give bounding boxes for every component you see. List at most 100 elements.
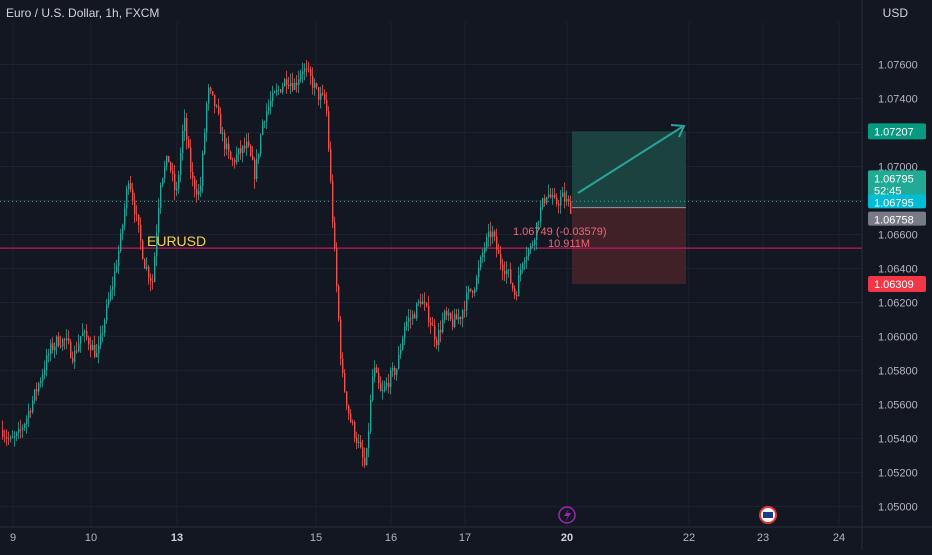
candle bbox=[534, 240, 536, 245]
x-tick-label: 16 bbox=[385, 532, 397, 544]
candle bbox=[258, 153, 260, 159]
candle bbox=[194, 178, 196, 190]
candle bbox=[318, 87, 320, 100]
candle bbox=[308, 69, 310, 70]
candle bbox=[434, 325, 436, 340]
candle bbox=[192, 171, 194, 179]
candle bbox=[296, 82, 298, 85]
x-tick-label: 22 bbox=[683, 532, 695, 544]
candle bbox=[506, 269, 508, 275]
candle bbox=[216, 105, 218, 107]
lightning-bolt bbox=[564, 509, 571, 522]
candle bbox=[100, 333, 102, 345]
profit-zone[interactable] bbox=[572, 131, 686, 208]
candle bbox=[268, 106, 270, 112]
candle bbox=[468, 288, 470, 293]
candle bbox=[226, 143, 228, 150]
candle bbox=[204, 132, 206, 154]
loss-zone[interactable] bbox=[572, 207, 686, 285]
candle bbox=[422, 301, 424, 305]
candle bbox=[302, 71, 304, 75]
candle bbox=[540, 207, 542, 222]
candle bbox=[256, 158, 258, 180]
candle bbox=[134, 200, 136, 215]
x-tick-label: 15 bbox=[310, 532, 322, 544]
candle bbox=[76, 350, 78, 352]
candle bbox=[554, 194, 556, 198]
candle bbox=[184, 117, 186, 131]
candle bbox=[470, 288, 472, 291]
candle bbox=[224, 132, 226, 150]
candle bbox=[474, 289, 476, 293]
candle bbox=[152, 281, 154, 282]
symbol-title[interactable]: Euro / U.S. Dollar, 1h, FXCM bbox=[6, 6, 160, 20]
candle bbox=[292, 82, 294, 90]
x-tick-label: 10 bbox=[85, 532, 97, 544]
candle bbox=[424, 301, 426, 304]
candle bbox=[378, 372, 380, 384]
candle bbox=[110, 289, 112, 300]
candle bbox=[332, 180, 334, 223]
candle bbox=[400, 349, 402, 355]
candle bbox=[498, 249, 500, 254]
y-tick-label: 1.05600 bbox=[878, 400, 918, 412]
candle bbox=[2, 430, 4, 437]
candle bbox=[404, 326, 406, 339]
y-tick-label: 1.06600 bbox=[878, 230, 918, 242]
candle bbox=[212, 91, 214, 95]
candle bbox=[504, 270, 506, 275]
candle bbox=[528, 249, 530, 257]
candle bbox=[190, 147, 192, 172]
candle bbox=[32, 400, 34, 413]
candle bbox=[382, 390, 384, 392]
candle bbox=[306, 68, 308, 70]
candle bbox=[36, 389, 38, 392]
candle bbox=[228, 143, 230, 152]
candle bbox=[274, 92, 276, 93]
candle bbox=[266, 111, 268, 122]
candle bbox=[98, 344, 100, 354]
candle bbox=[14, 435, 16, 438]
candle bbox=[24, 424, 26, 428]
candle bbox=[140, 224, 142, 241]
candle bbox=[220, 113, 222, 134]
candle bbox=[310, 69, 312, 76]
candle bbox=[390, 370, 392, 387]
candle bbox=[566, 198, 568, 202]
candle bbox=[420, 301, 422, 305]
x-tick-label: 13 bbox=[171, 532, 183, 544]
candle bbox=[520, 269, 522, 275]
candle bbox=[396, 368, 398, 375]
candle bbox=[254, 159, 256, 180]
candle bbox=[88, 337, 90, 345]
lightning-icon[interactable] bbox=[558, 506, 576, 524]
candle bbox=[286, 79, 288, 85]
candle bbox=[290, 82, 292, 87]
candle bbox=[86, 331, 88, 338]
candle bbox=[370, 400, 372, 432]
candle bbox=[454, 314, 456, 327]
y-tick-label: 1.06200 bbox=[878, 298, 918, 310]
candle bbox=[366, 448, 368, 466]
candle bbox=[148, 266, 150, 278]
trend-arrow[interactable] bbox=[577, 126, 683, 194]
candle bbox=[570, 201, 572, 214]
candle bbox=[492, 231, 494, 238]
candle bbox=[394, 367, 396, 375]
candle bbox=[166, 155, 168, 167]
candle bbox=[80, 335, 82, 344]
candle bbox=[52, 343, 54, 351]
candle bbox=[556, 197, 558, 204]
candle bbox=[120, 233, 122, 252]
price-change-label: 1.06749 (-0.03579) bbox=[513, 226, 607, 238]
candle bbox=[458, 316, 460, 320]
candle bbox=[48, 353, 50, 356]
candle bbox=[164, 166, 166, 179]
candle bbox=[46, 355, 48, 370]
candle bbox=[410, 318, 412, 319]
candle bbox=[20, 428, 22, 430]
candle bbox=[270, 100, 272, 107]
candle bbox=[380, 383, 382, 392]
